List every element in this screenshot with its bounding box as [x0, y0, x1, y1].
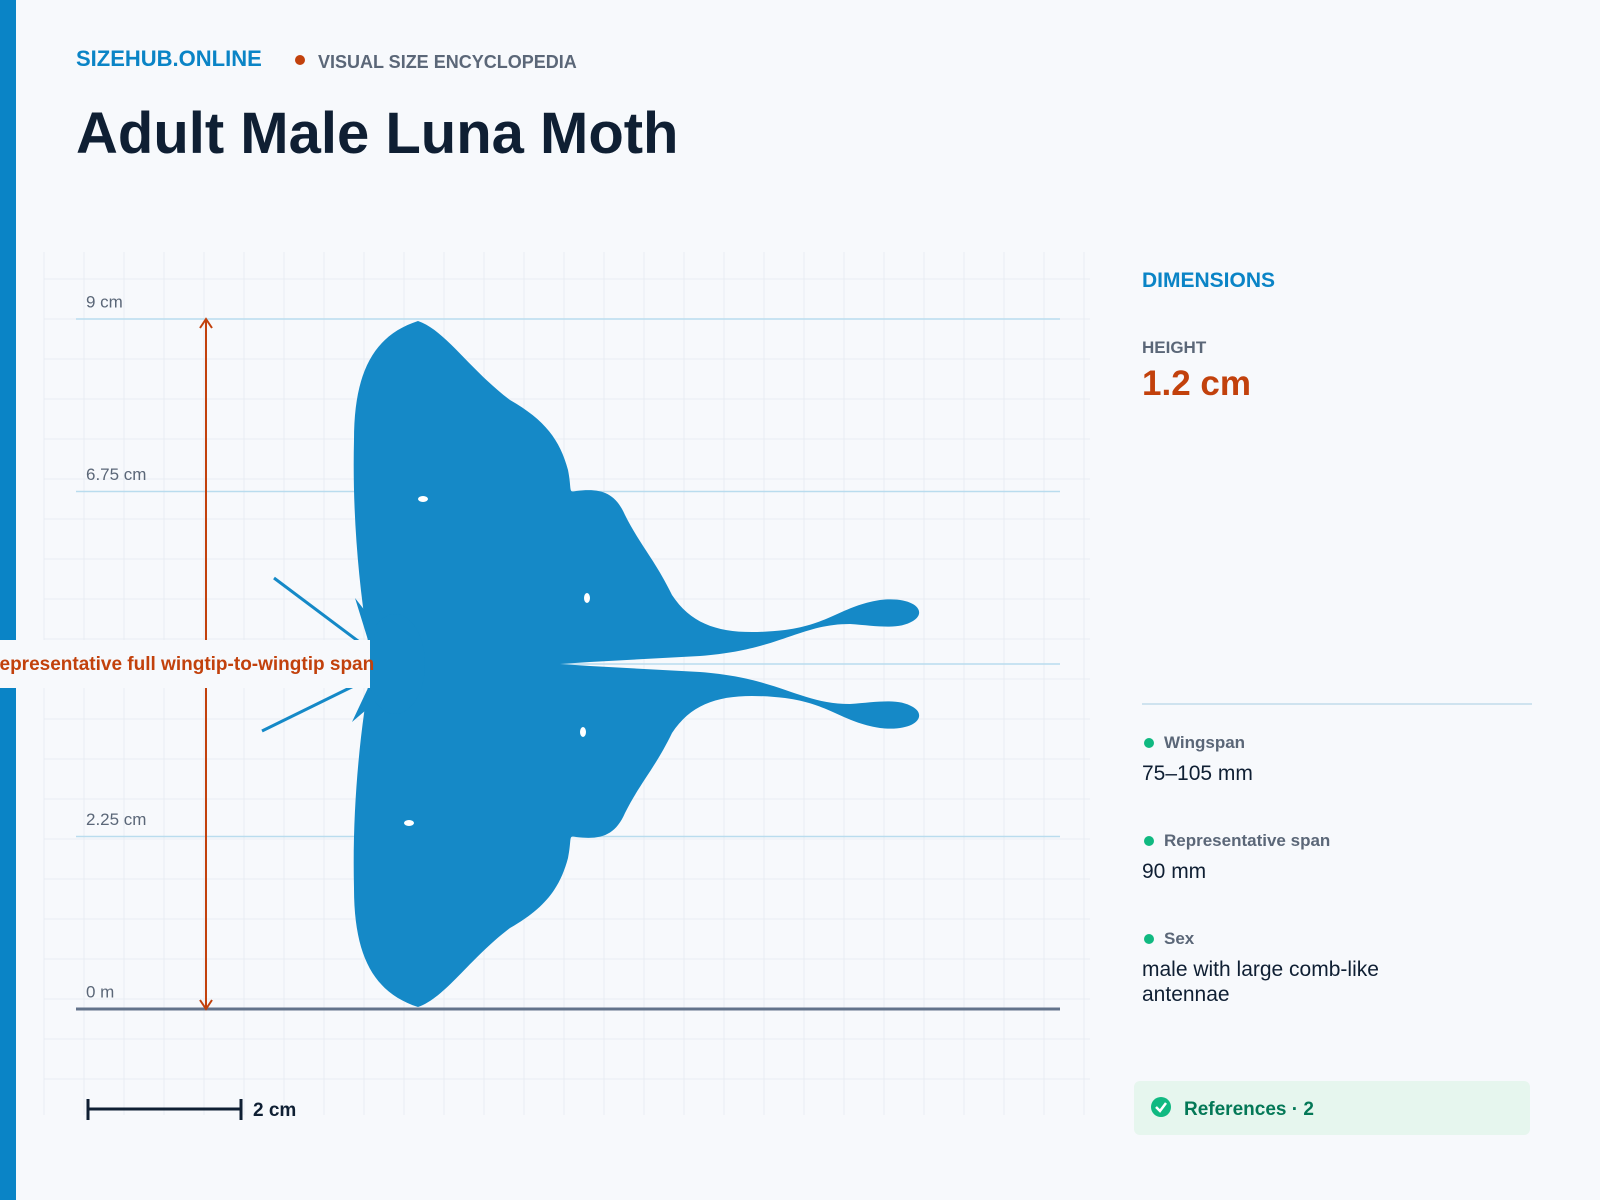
figure: 0 m2.25 cm4.5 cm6.75 cm9 cm Representati… — [0, 252, 1090, 1121]
scale-bar-label: 2 cm — [253, 1100, 296, 1121]
annotation-label: Representative full wingtip-to-wingtip s… — [0, 654, 374, 675]
item-value: male with large comb-like antennae — [1142, 958, 1379, 1006]
brand[interactable]: SIZEHUB.ONLINE — [76, 46, 262, 71]
sidebar-heading: DIMENSIONS — [1142, 269, 1276, 292]
references-button[interactable]: References · 2 — [1134, 1081, 1530, 1135]
annotation-bg — [0, 640, 370, 688]
arrow-head — [199, 317, 213, 1011]
sidebar-divider — [1142, 703, 1532, 705]
page-title: Adult Male Luna Moth — [76, 101, 679, 166]
scale-label: 6.75 cm — [86, 465, 146, 484]
item-value: 90 mm — [1142, 860, 1207, 883]
scale-label: 0 m — [86, 982, 114, 1001]
item-value: 75–105 mm — [1142, 762, 1253, 785]
span-annotation: Representative full wingtip-to-wingtip s… — [0, 317, 374, 1011]
scale-label: 2.25 cm — [86, 810, 146, 829]
separator-dot — [295, 55, 305, 65]
item-label: Sex — [1142, 929, 1194, 949]
scale-bar — [86, 1099, 243, 1120]
scale-label: 9 cm — [86, 292, 123, 311]
accent-bar — [0, 0, 16, 1200]
item-label: Wingspan — [1142, 733, 1245, 753]
height-label: HEIGHT — [1142, 338, 1207, 357]
check-icon — [1151, 1097, 1171, 1117]
tagline: VISUAL SIZE ENCYCLOPEDIA — [318, 52, 577, 72]
moth-silhouette — [261, 321, 920, 1007]
height-value: 1.2 cm — [1142, 364, 1251, 403]
item-label: Representative span — [1142, 831, 1330, 851]
references-label: References · 2 — [1184, 1099, 1314, 1120]
